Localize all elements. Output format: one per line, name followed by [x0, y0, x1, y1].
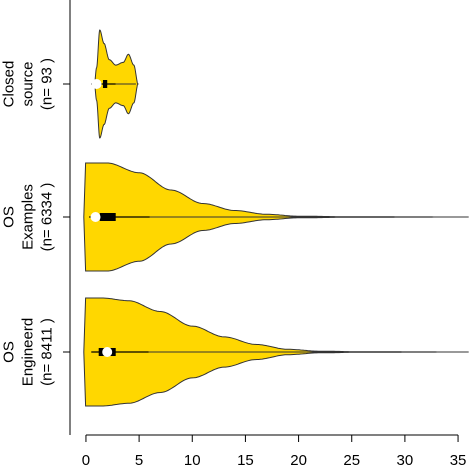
group-label-line: Engineerd [20, 318, 37, 386]
plot-area [83, 29, 469, 407]
iqr-box [99, 213, 116, 221]
median-point [91, 79, 102, 89]
group-label-line: OS [1, 341, 18, 363]
group-label-line: source [20, 61, 37, 106]
group-label-line: OS [1, 206, 18, 228]
x-tick-label: 35 [450, 452, 467, 469]
group-label-line: (n= 93 ) [39, 58, 56, 110]
x-tick-label: 0 [82, 452, 90, 469]
group-labels: Closed source (n= 93 )OS Examples (n= 6334 )… [1, 58, 56, 386]
group-label-line: (n= 8411 ) [39, 318, 56, 386]
x-axis: 0 5 10 15 20 25 30 35 [63, 0, 466, 469]
iqr-box [102, 80, 108, 88]
median-point [90, 212, 101, 222]
group-label-line: (n= 6334 ) [39, 183, 56, 252]
x-tick-label: 30 [397, 452, 414, 469]
x-tick-label: 5 [135, 452, 143, 469]
group-label-line: Examples [20, 184, 37, 250]
x-tick-label: 25 [343, 452, 360, 469]
x-tick-label: 20 [290, 452, 307, 469]
group-label-line: Closed [1, 61, 18, 108]
median-point [102, 347, 113, 357]
x-tick-label: 10 [184, 452, 201, 469]
x-tick-label: 15 [237, 452, 254, 469]
